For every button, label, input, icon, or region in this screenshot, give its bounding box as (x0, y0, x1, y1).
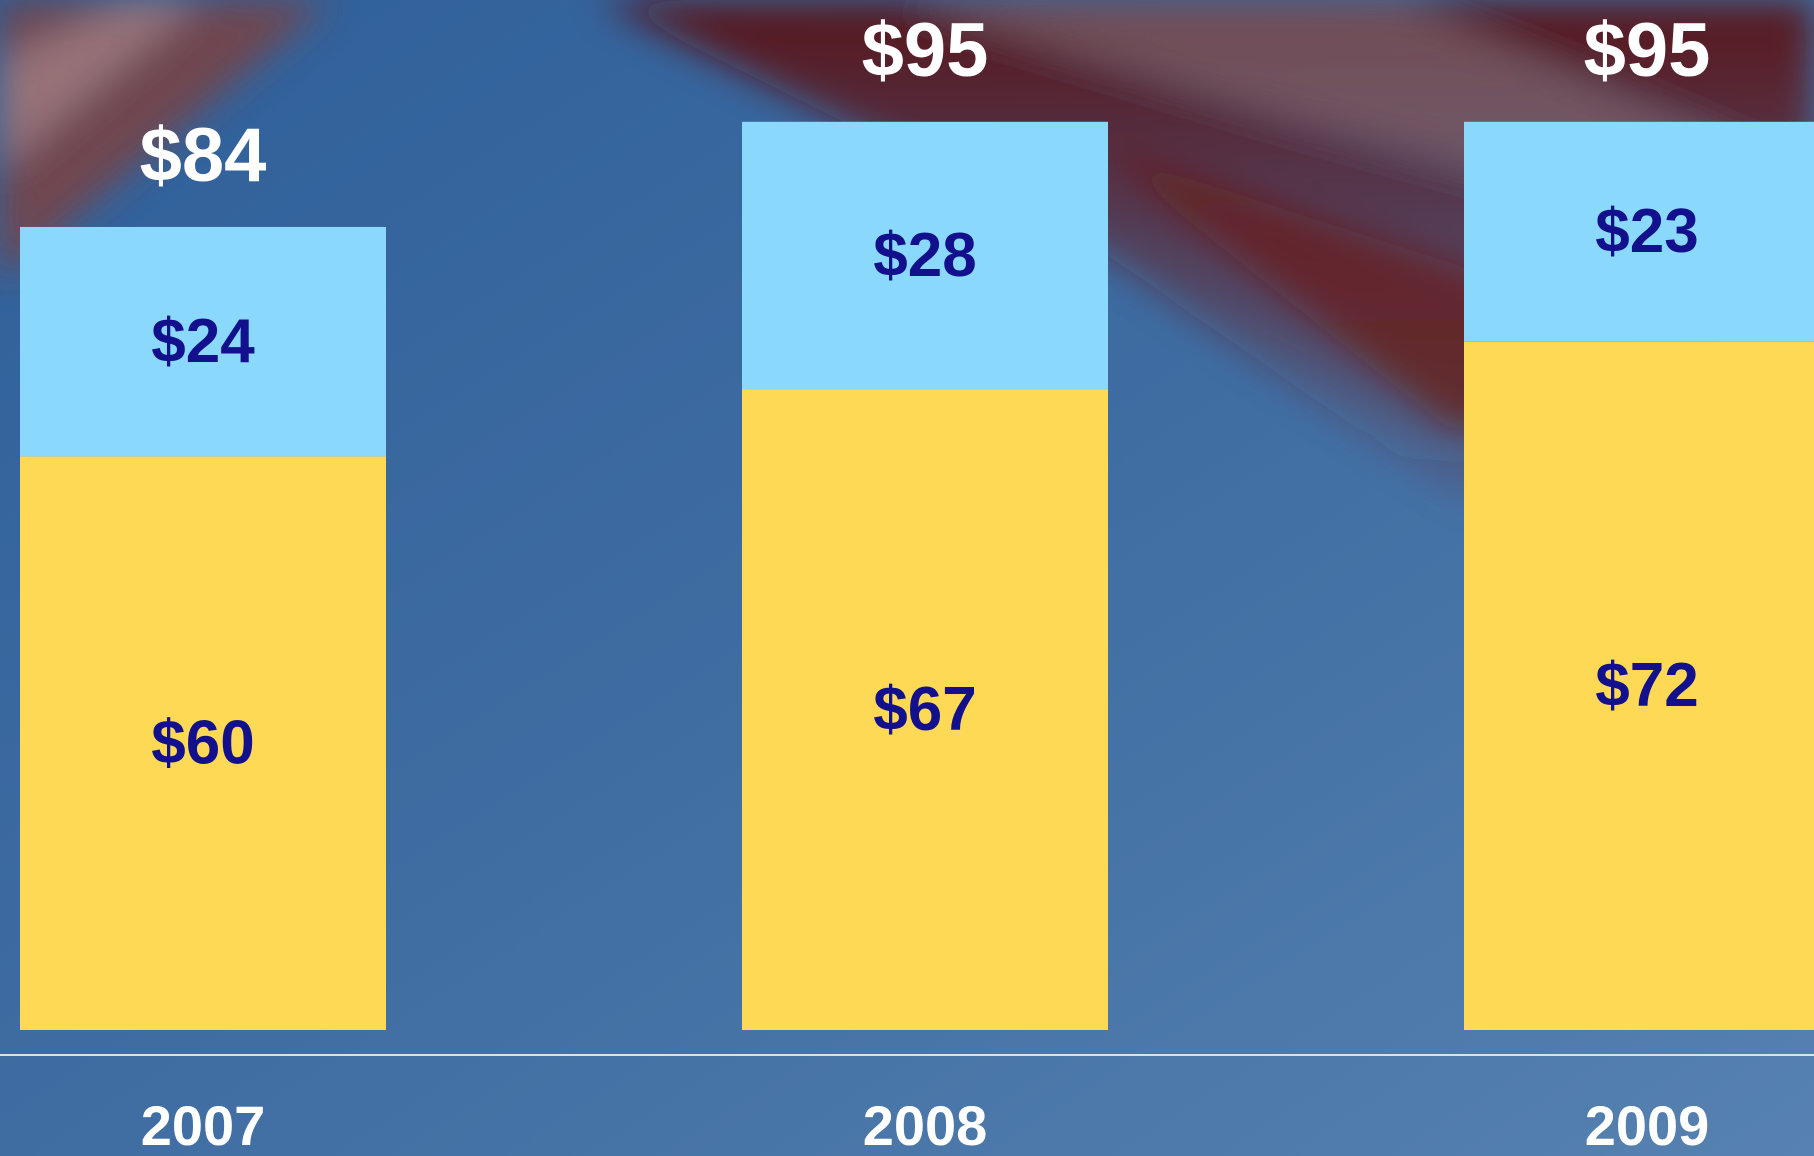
bar-segment (20, 226, 386, 457)
bar-segment (742, 121, 1108, 390)
bar-segment (742, 389, 1108, 1031)
total-label: $95 (1584, 8, 1711, 93)
total-label: $95 (862, 8, 989, 93)
segment-label: $24 (151, 307, 255, 376)
total-label: $84 (140, 113, 267, 198)
bar-segment (1464, 121, 1814, 342)
bar-segment (1464, 341, 1814, 1030)
x-tick-label: 2009 (1585, 1094, 1710, 1156)
segment-label: $60 (151, 709, 254, 778)
segment-label: $67 (873, 675, 976, 744)
segment-label: $28 (873, 221, 976, 290)
segment-label: $23 (1595, 197, 1698, 266)
x-tick-label: 2007 (141, 1094, 266, 1156)
bar-segment (20, 456, 386, 1030)
segment-label: $72 (1595, 651, 1698, 720)
x-tick-label: 2008 (863, 1094, 988, 1156)
